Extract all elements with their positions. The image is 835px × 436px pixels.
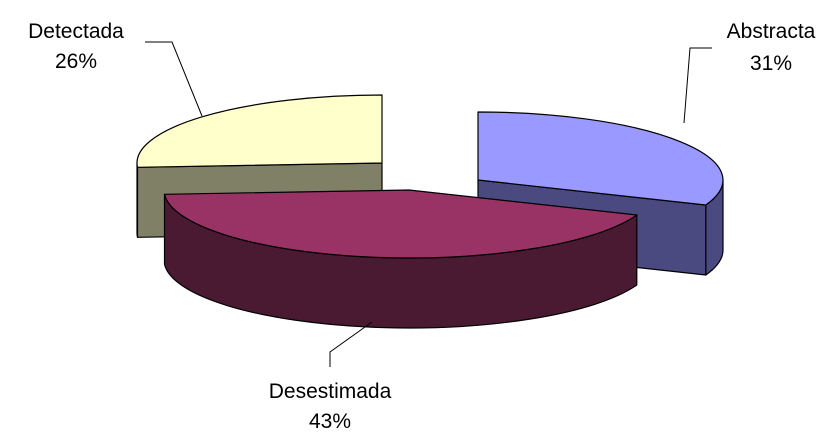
slice-desestimada-top [163,189,638,259]
label-desestimada-name: Desestimada [269,380,392,403]
slice-detectada-top [136,94,383,168]
slice-abstracta-top [477,111,724,206]
label-detectada-percent: 26% [55,50,97,73]
leader-line-detectada [145,41,203,117]
label-detectada-name: Detectada [28,20,124,43]
label-desestimada-percent: 43% [309,410,351,433]
label-abstracta-percent: 31% [750,52,792,75]
slice-desestimada [163,189,638,329]
label-abstracta-name: Abstracta [727,20,816,43]
leader-line-desestimada [329,321,373,367]
leader-line-abstracta [683,47,712,124]
